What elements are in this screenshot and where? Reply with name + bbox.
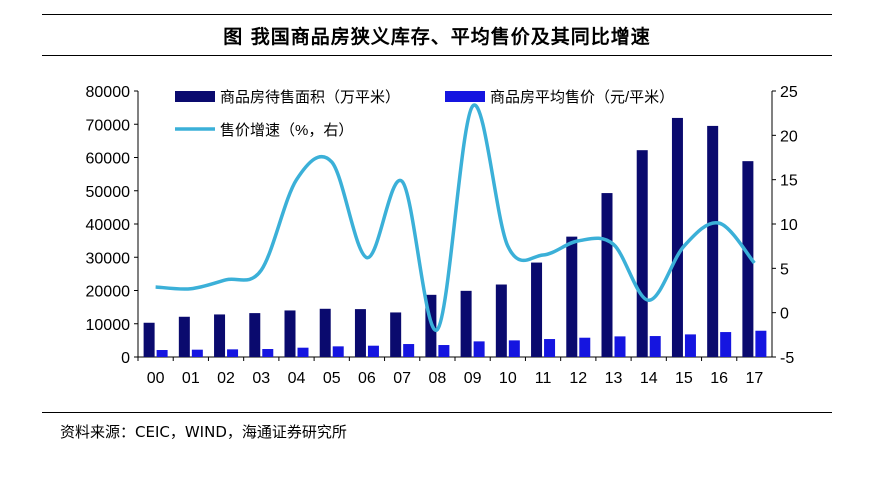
x-tick-label: 12 [569, 370, 587, 387]
inventory-bar [143, 322, 155, 357]
legend-label-inventory: 商品房待售面积（万平米） [220, 89, 400, 106]
source-note: 资料来源：CEIC，WIND，海通证券研究所 [60, 423, 347, 441]
legend-label-price: 商品房平均售价（元/平米） [490, 89, 674, 106]
chart-line [155, 103, 756, 332]
x-tick-label: 16 [710, 370, 728, 387]
price-bar [720, 332, 732, 357]
x-tick-label: 03 [252, 370, 270, 387]
price-bar [614, 336, 626, 357]
inventory-bar [284, 310, 296, 357]
y-right-tick-label: 5 [780, 261, 789, 278]
price-bar [649, 336, 661, 357]
y-right-tick-label: 10 [780, 217, 798, 234]
x-tick-label: 06 [358, 370, 376, 387]
y-left-tick-label: 20000 [86, 284, 131, 301]
legend-swatch-price [445, 91, 485, 102]
inventory-bar [671, 117, 683, 358]
growth-line [155, 103, 756, 332]
price-bar [544, 339, 556, 357]
price-bar [438, 345, 450, 357]
x-tick-label: 05 [323, 370, 341, 387]
y-right-tick-label: 0 [780, 306, 789, 323]
chart-legend: 商品房待售面积（万平米） 商品房平均售价（元/平米） 售价增速（%，右） [175, 89, 674, 139]
inventory-bar [566, 236, 578, 357]
price-bar [367, 345, 379, 357]
y-right-tick-label: -5 [780, 350, 794, 367]
price-bar [579, 337, 591, 357]
y-left-tick-label: 10000 [86, 317, 131, 334]
y-left-tick-label: 0 [121, 350, 130, 367]
inventory-bar [354, 309, 366, 357]
price-bar [191, 349, 203, 357]
title-bar: 图 我国商品房狭义库存、平均售价及其同比增速 [42, 14, 832, 56]
inventory-bar [460, 290, 472, 357]
legend-swatch-inventory [175, 91, 215, 102]
inventory-bar [707, 125, 719, 357]
y-right-tick-label: 15 [780, 173, 798, 190]
inventory-bar [214, 314, 226, 357]
inventory-bar [178, 316, 190, 357]
inventory-bar [319, 308, 331, 357]
price-bar [227, 349, 239, 357]
x-tick-label: 04 [288, 370, 306, 387]
price-bar [297, 347, 309, 357]
source-bar: 资料来源：CEIC，WIND，海通证券研究所 [42, 412, 832, 442]
price-bar [156, 350, 168, 357]
price-bar [755, 330, 767, 357]
x-tick-label: 02 [217, 370, 235, 387]
y-left-tick-label: 70000 [86, 117, 131, 134]
x-tick-label: 07 [393, 370, 411, 387]
price-bar [403, 344, 415, 357]
inventory-bar [390, 312, 402, 357]
x-tick-label: 11 [535, 370, 552, 387]
x-tick-label: 13 [605, 370, 623, 387]
price-bar [332, 346, 344, 357]
y-left-tick-label: 50000 [86, 184, 131, 201]
x-tick-label: 08 [428, 370, 446, 387]
inventory-bar [636, 150, 648, 357]
x-tick-label: 17 [745, 370, 763, 387]
y-left-tick-label: 60000 [86, 151, 131, 168]
legend-label-growth: 售价增速（%，右） [220, 122, 353, 139]
x-tick-label: 10 [499, 370, 517, 387]
x-tick-label: 09 [464, 370, 482, 387]
x-tick-label: 15 [675, 370, 693, 387]
price-bar [684, 334, 696, 357]
y-left-tick-label: 30000 [86, 250, 131, 267]
x-tick-label: 00 [147, 370, 165, 387]
y-right-tick-label: 25 [780, 84, 798, 101]
y-right-tick-label: 20 [780, 128, 798, 145]
price-bar [508, 340, 520, 357]
x-tick-label: 01 [182, 370, 200, 387]
price-bar [262, 349, 274, 357]
chart-axes: 0100002000030000400005000060000700008000… [86, 84, 798, 387]
inventory-bar [531, 262, 543, 357]
inventory-bar [495, 284, 507, 357]
chart-title: 图 我国商品房狭义库存、平均售价及其同比增速 [223, 25, 651, 48]
inventory-bar [601, 193, 613, 357]
price-bar [473, 341, 485, 357]
y-left-tick-label: 40000 [86, 217, 131, 234]
inventory-bar [249, 313, 261, 357]
inventory-bar [742, 161, 754, 357]
y-left-tick-label: 80000 [86, 84, 131, 101]
x-tick-label: 14 [640, 370, 658, 387]
chart-bars [143, 117, 767, 358]
